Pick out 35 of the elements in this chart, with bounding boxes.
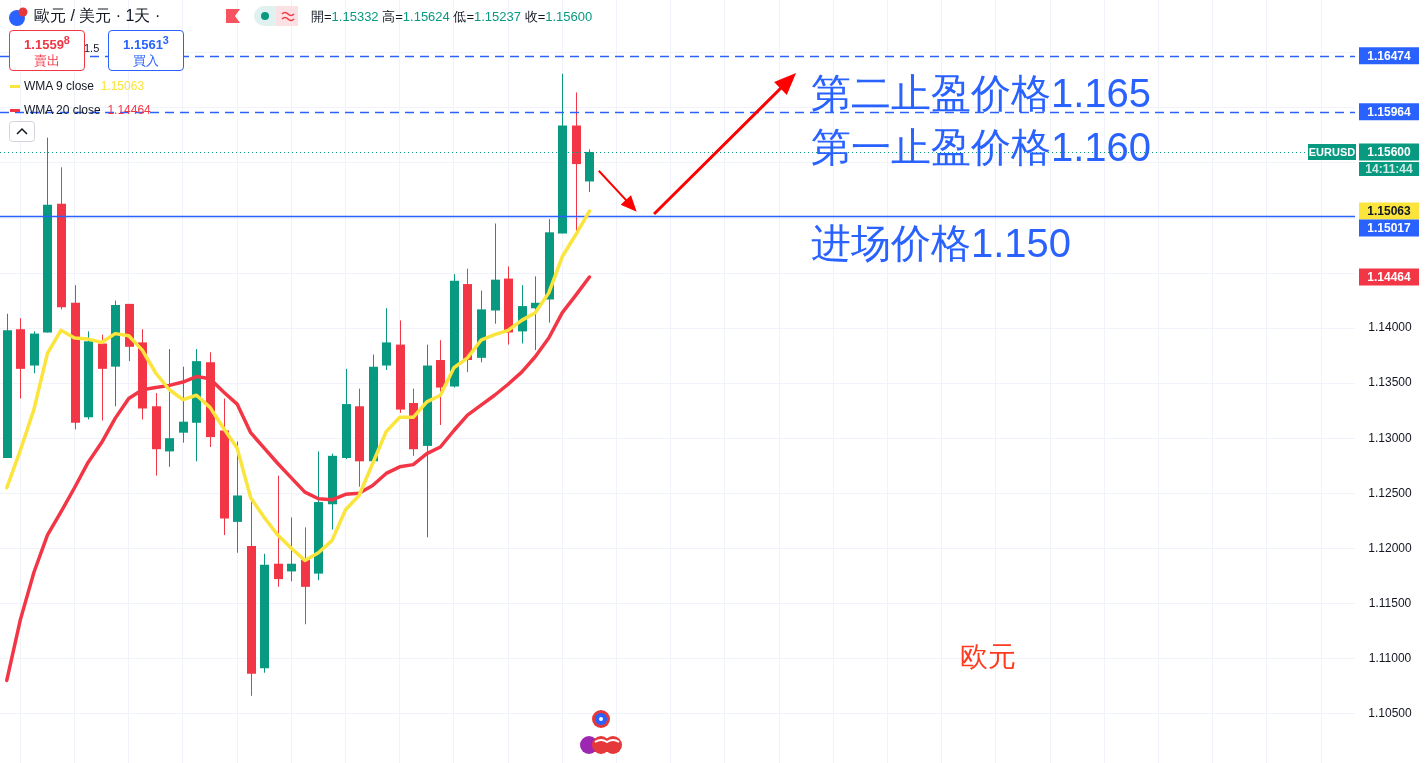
annotation: 欧元 bbox=[960, 640, 1016, 674]
y-tick-label: 1.12000 bbox=[1368, 540, 1413, 555]
annotation: 1.1561$^{3}$ bbox=[122, 33, 170, 53]
y-tick-label: 1.10500 bbox=[1368, 705, 1413, 720]
annotation: 1.1559$^{8}$ bbox=[23, 33, 71, 53]
y-tick-label: 1.13500 bbox=[1368, 375, 1413, 390]
y-tick-label: 1.12500 bbox=[1368, 485, 1413, 500]
candlestick bbox=[287, 516, 296, 582]
ref-line-label: 1.15017 bbox=[1367, 221, 1412, 236]
text: 1.14464 bbox=[1367, 270, 1411, 285]
candlestick bbox=[179, 366, 188, 444]
y-tick-label: 1.13000 bbox=[1368, 430, 1413, 445]
ref-line-label: 1.15600 bbox=[1367, 145, 1412, 160]
annotation: 第一止盈价格1.160 bbox=[811, 124, 1152, 171]
text: 14:11:44 bbox=[1359, 162, 1419, 176]
annotation: 1.14464 bbox=[107, 103, 151, 117]
annotation: 1.15063 bbox=[100, 79, 145, 93]
ref-line-label: 1.15964 bbox=[1367, 105, 1412, 120]
annotation: 进场价格1.150 bbox=[811, 220, 1072, 267]
y-tick-label: 1.11000 bbox=[1368, 650, 1412, 665]
candlestick bbox=[382, 307, 391, 371]
annotation: EURUSD bbox=[1308, 144, 1356, 160]
annotation: 第二止盈价格1.165 bbox=[811, 70, 1152, 117]
y-tick-label: 1.14000 bbox=[1368, 320, 1413, 335]
text: 1.15063 bbox=[1367, 204, 1411, 219]
candlestick bbox=[165, 348, 174, 468]
annotation: 賣出 bbox=[33, 53, 61, 69]
annotation: 1.5 bbox=[84, 42, 100, 54]
text: 開=1.15332 高=1.15624 低=1.15237 收=1.15600 bbox=[311, 8, 593, 26]
ref-line-label: 1.16474 bbox=[1367, 49, 1412, 64]
candlestick bbox=[274, 475, 283, 588]
y-tick-label: 1.11500 bbox=[1368, 595, 1412, 610]
legend-label: WMA 9 close bbox=[24, 79, 95, 93]
annotation: 買入 bbox=[132, 53, 160, 69]
chart-title: 歐元 / 美元 · 1天 · bbox=[34, 6, 161, 26]
